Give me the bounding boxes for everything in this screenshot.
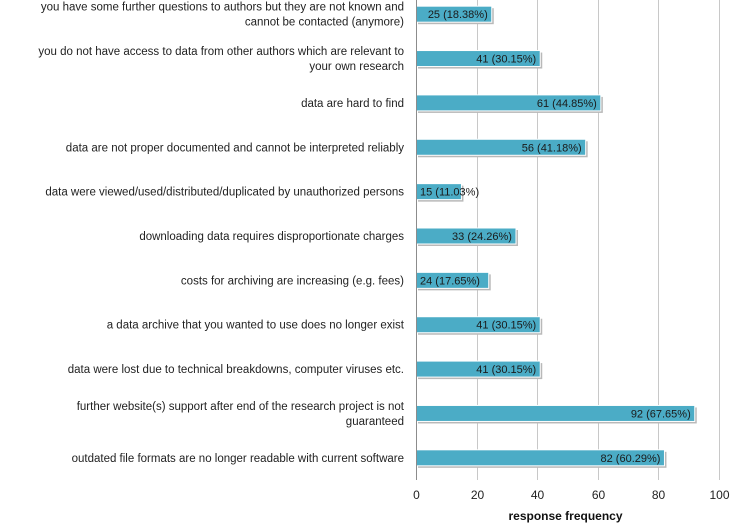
category-label: costs for archiving are increasing (e.g.… [181,275,404,287]
bars [415,5,697,468]
category-label: data were lost due to technical breakdow… [68,364,404,376]
x-tick-label: 80 [652,488,666,502]
x-tick-label: 0 [413,488,420,502]
bar-data-label: 61 (44.85%) [537,98,597,110]
gridlines [477,0,720,480]
x-tick-label: 60 [592,488,606,502]
category-label: cannot be contacted (anymore) [245,17,404,29]
category-label: you do not have access to data from othe… [38,46,404,58]
bar-data-label: 41 (30.15%) [476,364,536,376]
bar-data-label: 56 (41.18%) [522,142,582,154]
bar-data-label: 41 (30.15%) [476,320,536,332]
x-axis-ticks: 0 20 40 60 80 100 [413,488,730,502]
category-label: outdated file formats are no longer read… [72,453,404,465]
x-tick-label: 100 [709,488,729,502]
bar-data-label: 41 (30.15%) [476,54,536,66]
bar-data-label: 15 (11.03%) [420,187,479,199]
category-label: guaranteed [346,416,404,428]
data-labels: 25 (18.38%) 41 (30.15%) 61 (44.85%) 56 (41.… [420,9,691,465]
x-tick-label: 40 [531,488,545,502]
category-label: data are hard to find [301,98,404,110]
category-label: your own research [309,61,404,73]
category-label: data are not proper documented and canno… [66,142,404,154]
category-label: downloading data requires disproportiona… [139,231,404,243]
category-label: data were viewed/used/distributed/duplic… [45,187,404,199]
bar-data-label: 92 (67.65%) [631,408,691,420]
category-label: further website(s) support after end of … [77,401,405,413]
category-label: a data archive that you wanted to use do… [107,320,405,332]
x-tick-label: 20 [471,488,485,502]
bar-data-label: 33 (24.26%) [452,231,512,243]
bar-data-label: 25 (18.38%) [428,9,488,21]
x-axis-title: response frequency [508,509,622,523]
bar-data-label: 24 (17.65%) [420,275,480,287]
category-label: you have some further questions to autho… [41,2,404,14]
category-labels: you have some further questions to autho… [38,2,404,465]
bar-data-label: 82 (60.29%) [601,453,661,465]
